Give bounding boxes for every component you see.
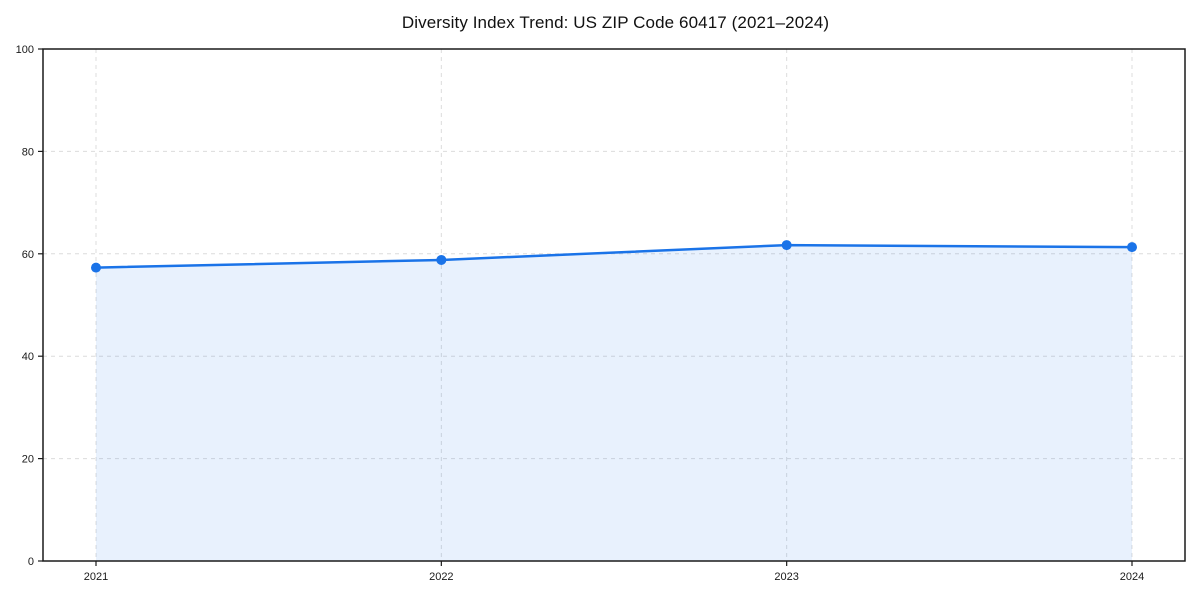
data-point-marker bbox=[436, 254, 447, 265]
data-point-marker bbox=[781, 240, 792, 251]
y-tick-label: 40 bbox=[22, 351, 34, 363]
data-point-marker bbox=[1127, 242, 1137, 253]
x-tick-label: 2023 bbox=[774, 571, 798, 583]
y-tick-label: 100 bbox=[16, 44, 34, 56]
x-tick-label: 2021 bbox=[84, 571, 108, 583]
x-tick-label: 2022 bbox=[429, 571, 453, 583]
plot-frame bbox=[42, 48, 1186, 562]
series-line bbox=[94, 243, 1134, 269]
series-area-fill bbox=[96, 245, 1132, 561]
y-tick-label: 20 bbox=[22, 454, 34, 466]
chart-title: Diversity Index Trend: US ZIP Code 60417… bbox=[401, 13, 830, 32]
x-tick-label: 2024 bbox=[1120, 571, 1144, 583]
y-tick-label: 0 bbox=[28, 556, 34, 568]
y-tick-label: 80 bbox=[22, 146, 34, 158]
data-point-marker bbox=[91, 262, 101, 273]
y-tick-label: 60 bbox=[22, 249, 34, 261]
plot-background bbox=[43, 49, 1185, 561]
